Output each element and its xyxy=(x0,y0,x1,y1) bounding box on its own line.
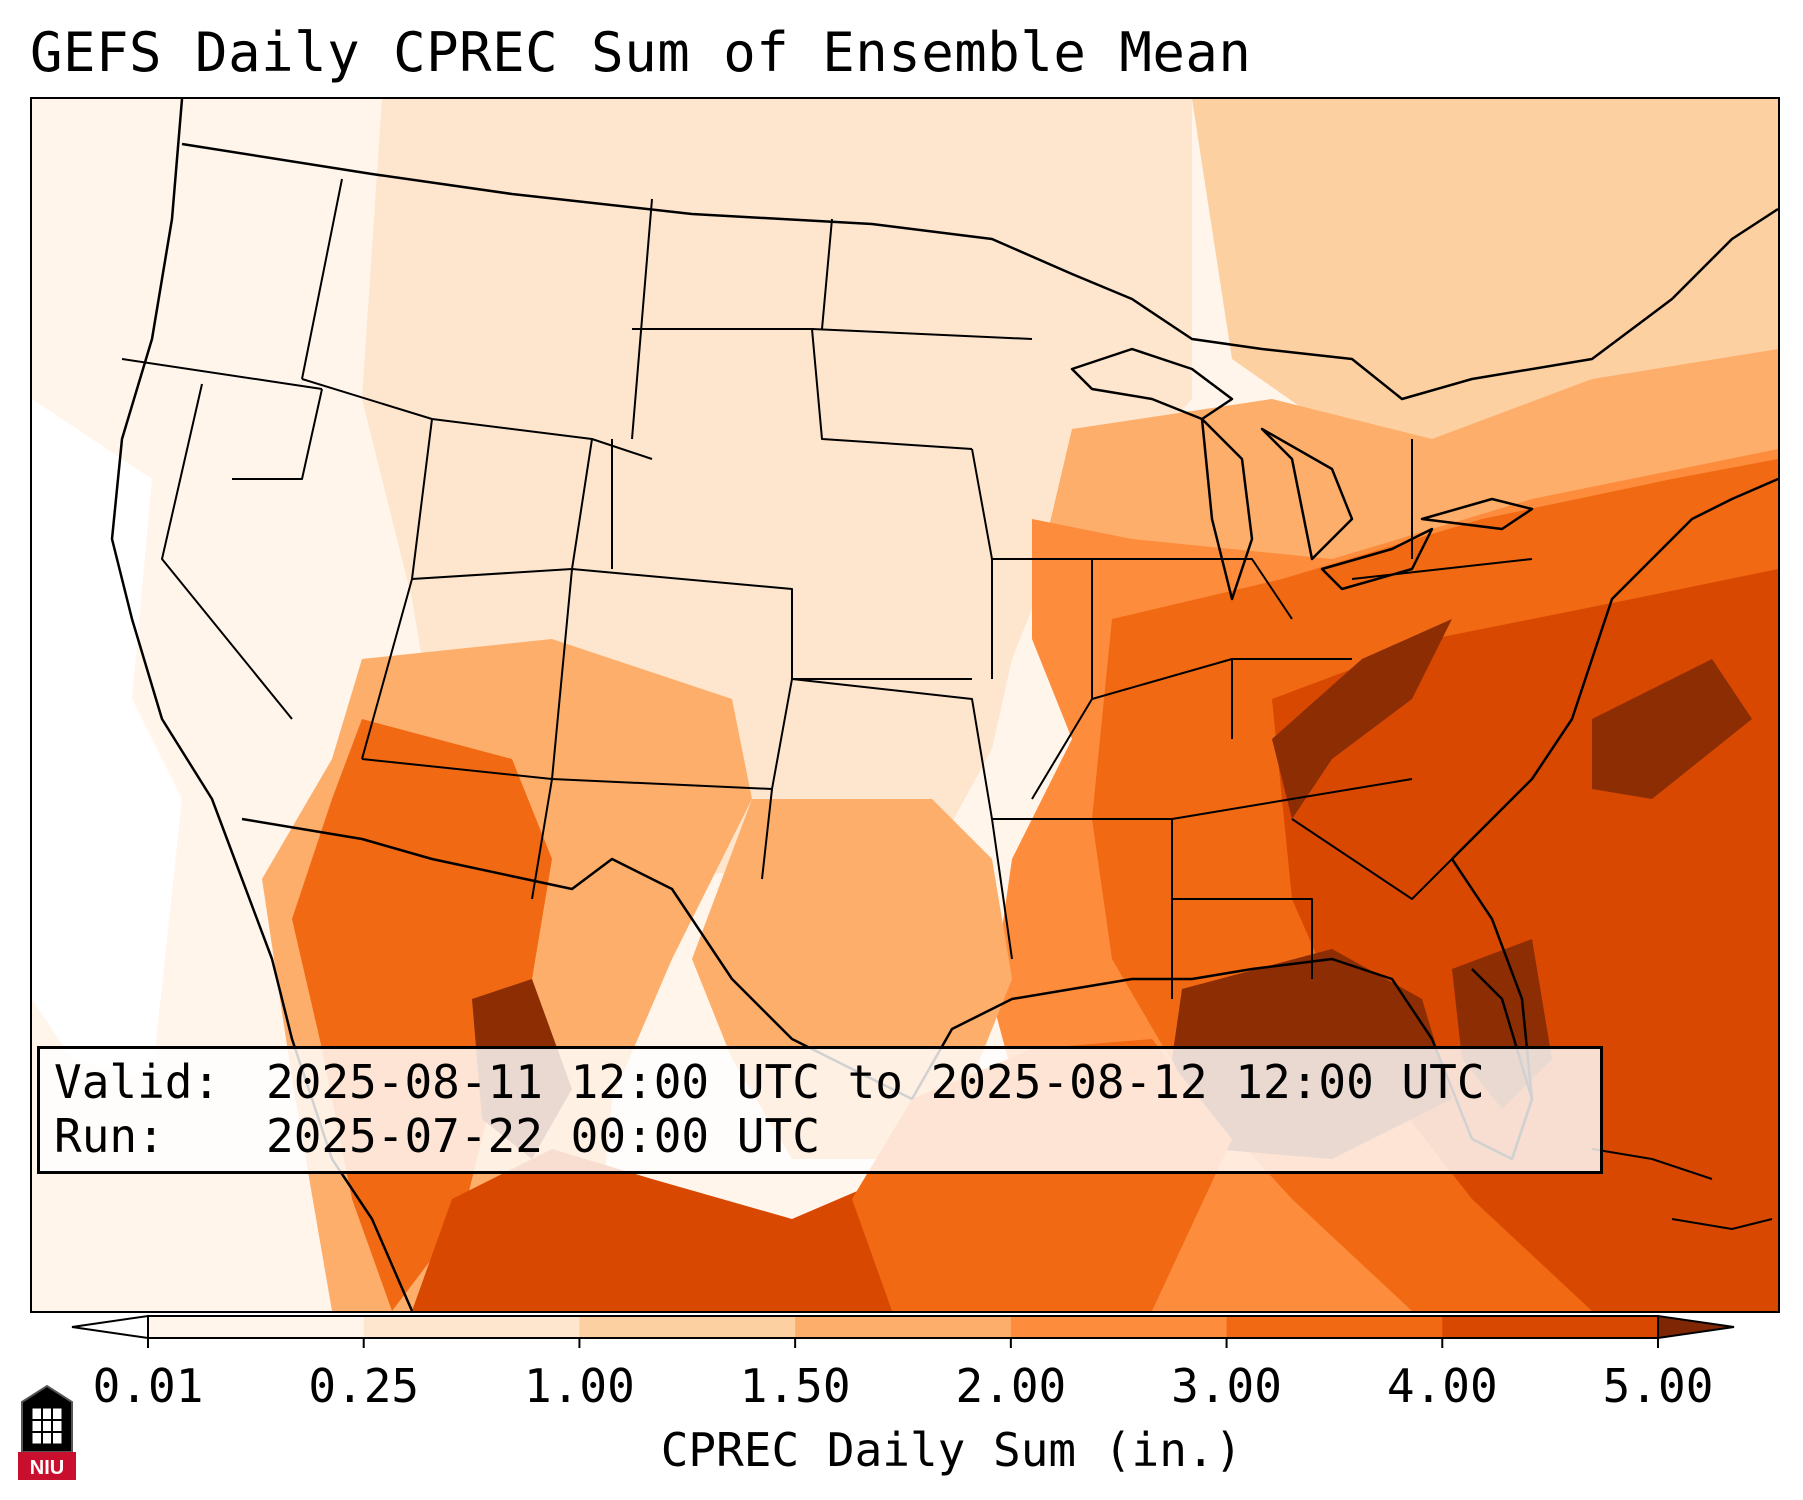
valid-time-line: Valid: 2025-08-11 12:00 UTC to 2025-08-12… xyxy=(54,1055,1485,1109)
colorbar-tick-label: 0.25 xyxy=(308,1359,420,1413)
colorbar-tick-label: 1.00 xyxy=(524,1359,635,1413)
logo-red-band xyxy=(18,1452,76,1480)
colorbar-under-arrow xyxy=(71,1314,149,1340)
colorbar-segment xyxy=(579,1316,796,1338)
colorbar-tick-label: 5.00 xyxy=(1602,1359,1714,1413)
run-label: Run: xyxy=(54,1109,165,1163)
east-coastline xyxy=(1451,477,1778,860)
niu-logo: NIU xyxy=(18,1384,76,1480)
valid-value: 2025-08-11 12:00 UTC to 2025-08-12 12:00… xyxy=(266,1055,1485,1109)
logo-text: NIU xyxy=(30,1457,64,1479)
colorbar-tick-label: 0.01 xyxy=(92,1359,204,1413)
us-canada-border xyxy=(181,142,1778,401)
valid-run-info-box: Valid: 2025-08-11 12:00 UTC to 2025-08-12… xyxy=(37,1046,1603,1174)
great-lakes xyxy=(1070,347,1534,601)
colorbar-tick-label: 4.00 xyxy=(1386,1359,1498,1413)
state-lines xyxy=(121,178,1533,999)
colorbar-segment xyxy=(795,1316,1012,1338)
colorbar-over-arrow xyxy=(1657,1314,1735,1340)
colorbar-tick-label: 2.00 xyxy=(955,1359,1067,1413)
colorbar-outline xyxy=(147,1315,1659,1339)
precip-region-pacific-dry xyxy=(32,399,182,1079)
precip-region-atlantic-max xyxy=(1592,659,1752,799)
colorbar xyxy=(71,1314,1735,1348)
logo-tower-window xyxy=(31,1407,63,1445)
valid-label: Valid: xyxy=(54,1055,221,1109)
logo-tower-grid xyxy=(32,1408,62,1444)
run-time-line: Run: 2025-07-22 00:00 UTC xyxy=(54,1109,820,1163)
colorbar-segment xyxy=(148,1316,365,1338)
colorbar-segment xyxy=(1010,1316,1228,1338)
page-title: GEFS Daily CPREC Sum of Ensemble Mean xyxy=(30,21,1252,84)
colorbar-label: CPREC Daily Sum (in.) xyxy=(660,1423,1243,1477)
precip-region-northeast-canada xyxy=(1192,99,1778,459)
caribbean-islands xyxy=(1591,1148,1773,1230)
colorbar-segment xyxy=(1442,1316,1659,1338)
colorbar-tick-label: 1.50 xyxy=(739,1359,851,1413)
colorbar-segment xyxy=(363,1316,580,1338)
colorbar-segments xyxy=(71,1314,1735,1340)
precip-region-appalachian-max xyxy=(1272,619,1452,819)
colorbar-tick-label: 3.00 xyxy=(1171,1359,1282,1413)
colorbar-segment xyxy=(1226,1316,1443,1338)
run-value: 2025-07-22 00:00 UTC xyxy=(266,1109,820,1163)
colorbar-ticks xyxy=(147,1338,1659,1348)
